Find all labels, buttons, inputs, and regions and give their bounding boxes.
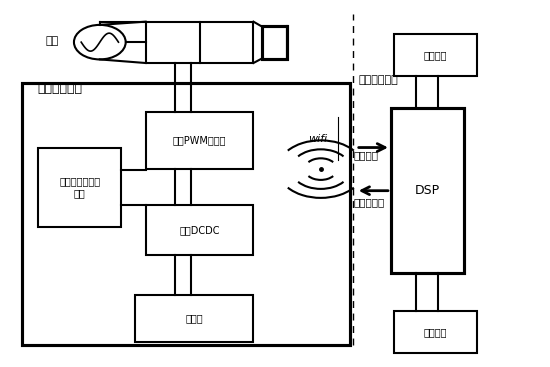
Text: 电网: 电网 [45, 36, 58, 47]
FancyBboxPatch shape [394, 34, 477, 76]
Text: wifi: wifi [309, 134, 328, 143]
Text: 蓄电池: 蓄电池 [185, 313, 203, 323]
FancyBboxPatch shape [146, 112, 254, 169]
Text: 通信接口: 通信接口 [424, 327, 447, 337]
FancyBboxPatch shape [394, 311, 477, 353]
Text: 充电信息: 充电信息 [353, 150, 378, 160]
FancyBboxPatch shape [21, 83, 350, 345]
FancyBboxPatch shape [146, 205, 254, 255]
FancyBboxPatch shape [38, 148, 122, 227]
Text: 充放电指令: 充放电指令 [353, 197, 384, 207]
Text: 双向PWM变流器: 双向PWM变流器 [173, 135, 226, 145]
FancyBboxPatch shape [391, 108, 464, 273]
FancyBboxPatch shape [135, 295, 254, 342]
Text: 双向变流器控制
系统: 双向变流器控制 系统 [59, 176, 100, 198]
FancyBboxPatch shape [146, 22, 254, 63]
FancyBboxPatch shape [262, 26, 288, 59]
Text: 能量管理系统: 能量管理系统 [38, 82, 83, 95]
Text: DSP: DSP [415, 184, 440, 197]
Text: 人机接口: 人机接口 [424, 50, 447, 60]
Text: 双向DCDC: 双向DCDC [179, 225, 220, 235]
Text: 电池电量信息: 电池电量信息 [359, 75, 398, 85]
